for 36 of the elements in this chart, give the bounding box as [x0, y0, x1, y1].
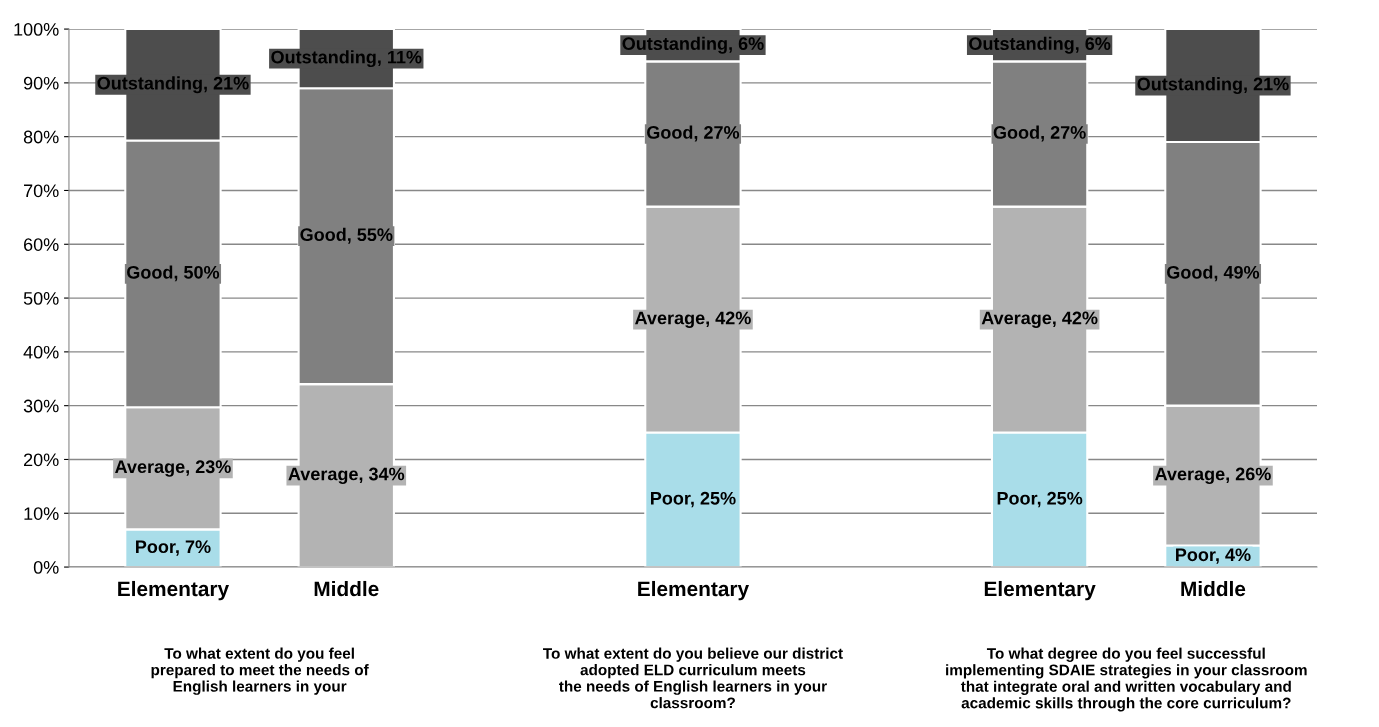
y-tick-label: 80% [23, 130, 59, 144]
data-label: Outstanding, 11% [271, 50, 422, 68]
data-label: Good, 49% [1167, 265, 1260, 282]
y-tick-label: 20% [24, 453, 59, 467]
data-label: Good, 55% [300, 227, 393, 244]
y-tick-label: 70% [24, 184, 59, 198]
text: To what extent do you believe our district adopted ELD curriculum meets the needs of English learners in your classroom? [543, 647, 843, 709]
data-label: Outstanding, 21% [97, 76, 249, 94]
x-tick-label: Middle [314, 580, 379, 597]
y-tick-label: 0% [33, 560, 59, 574]
data-label: Poor, 25% [997, 491, 1083, 508]
x-tick-label: Elementary [984, 580, 1096, 601]
y-tick-label: 40% [23, 345, 59, 359]
data-label: Poor, 7% [136, 540, 211, 556]
data-label: Average, 42% [981, 311, 1098, 328]
data-label: Poor, 4% [1176, 548, 1251, 564]
data-label: Poor, 25% [651, 491, 736, 508]
data-label: Average, 42% [635, 311, 751, 328]
y-tick-label: 30% [23, 399, 59, 413]
data-label: Good, 50% [127, 265, 220, 282]
data-label: Average, 34% [288, 467, 405, 485]
y-tick-label: 60% [24, 238, 59, 251]
y-tick-label: 50% [23, 292, 59, 305]
y-tick-label: 10% [24, 507, 59, 520]
x-tick-label: Elementary [118, 580, 229, 601]
text: To what extent do you feel prepared to meet the needs of English learners in your [151, 647, 369, 695]
x-tick-label: Middle [1181, 580, 1246, 597]
data-label: Good, 27% [993, 125, 1086, 142]
data-label: Good, 27% [647, 125, 740, 142]
data-label: Outstanding, 21% [1137, 77, 1289, 95]
y-tick-label: 90% [23, 76, 59, 90]
x-tick-label: Elementary [638, 580, 749, 601]
text: To what degree do you feel successful implementing SDAIE strategies in your classroom that integrate oral and written vocabulary and academic skills through the core curriculum? [946, 647, 1307, 712]
y-tick-label: 100% [14, 23, 59, 36]
data-label: Average, 23% [115, 460, 231, 477]
data-label: Average, 26% [1155, 467, 1271, 485]
